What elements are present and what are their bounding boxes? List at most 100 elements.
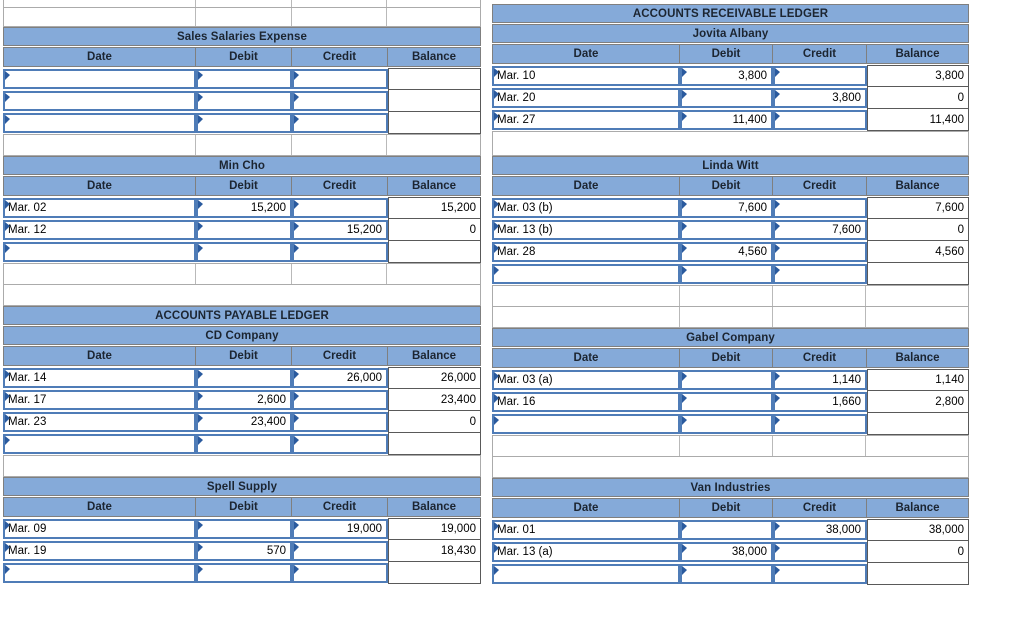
date-input-cell[interactable]: Mar. 13 (a): [492, 542, 680, 562]
credit-input-cell[interactable]: [292, 69, 388, 89]
debit-input-cell[interactable]: 2,600: [196, 390, 292, 410]
balance-value: 0: [957, 545, 964, 558]
date-input-cell[interactable]: Mar. 02: [3, 198, 196, 218]
ledger-row: [492, 413, 969, 435]
grid-cell: [493, 132, 680, 155]
credit-input-cell[interactable]: [773, 66, 867, 86]
debit-input-cell[interactable]: 7,600: [680, 198, 773, 218]
date-input-cell[interactable]: Mar. 16: [492, 392, 680, 412]
date-input-cell[interactable]: [3, 69, 196, 89]
date-input-cell[interactable]: Mar. 27: [492, 110, 680, 130]
credit-input-cell[interactable]: [292, 412, 388, 432]
debit-input-cell[interactable]: 11,400: [680, 110, 773, 130]
credit-input-cell[interactable]: [292, 198, 388, 218]
cell-flag-icon: [682, 222, 687, 231]
credit-input-cell[interactable]: 1,140: [773, 370, 867, 390]
cell-flag-icon: [494, 266, 499, 275]
grid-spacer-row: [492, 131, 969, 156]
date-input-cell[interactable]: Mar. 03 (a): [492, 370, 680, 390]
debit-input-cell[interactable]: 4,560: [680, 242, 773, 262]
date-input-cell[interactable]: Mar. 17: [3, 390, 196, 410]
balance-value: 38,000: [928, 524, 964, 536]
date-input-cell[interactable]: Mar. 12: [3, 220, 196, 240]
column-header-date: Date: [492, 44, 680, 64]
date-input-cell[interactable]: Mar. 09: [3, 519, 196, 539]
debit-input-cell[interactable]: [196, 434, 292, 454]
debit-input-cell[interactable]: [196, 368, 292, 388]
date-input-cell[interactable]: Mar. 10: [492, 66, 680, 86]
grid-cell: [387, 0, 480, 7]
date-input-cell[interactable]: [3, 91, 196, 111]
credit-input-cell[interactable]: [773, 414, 867, 434]
date-input-cell[interactable]: Mar. 28: [492, 242, 680, 262]
credit-input-cell[interactable]: [773, 264, 867, 284]
date-input-cell[interactable]: [492, 264, 680, 284]
credit-input-cell[interactable]: 38,000: [773, 520, 867, 540]
debit-input-cell[interactable]: [196, 519, 292, 539]
debit-input-cell[interactable]: [196, 242, 292, 262]
debit-value: 3,800: [738, 70, 767, 82]
debit-input-cell[interactable]: [680, 88, 773, 108]
credit-input-cell[interactable]: [292, 242, 388, 262]
date-input-cell[interactable]: [492, 564, 680, 584]
credit-input-cell[interactable]: [773, 564, 867, 584]
cell-flag-icon: [494, 200, 499, 209]
debit-input-cell[interactable]: [196, 563, 292, 583]
debit-value: 7,600: [738, 202, 767, 214]
debit-input-cell[interactable]: 38,000: [680, 542, 773, 562]
date-input-cell[interactable]: Mar. 19: [3, 541, 196, 561]
date-input-cell[interactable]: [3, 242, 196, 262]
date-input-cell[interactable]: [3, 434, 196, 454]
credit-input-cell[interactable]: [773, 242, 867, 262]
grid-cell: [387, 264, 480, 284]
debit-input-cell[interactable]: [680, 264, 773, 284]
balance-value: 3,800: [935, 70, 964, 82]
date-input-cell[interactable]: Mar. 23: [3, 412, 196, 432]
date-input-cell[interactable]: [3, 563, 196, 583]
credit-input-cell[interactable]: 1,660: [773, 392, 867, 412]
debit-input-cell[interactable]: 23,400: [196, 412, 292, 432]
credit-input-cell[interactable]: [292, 434, 388, 454]
debit-input-cell[interactable]: [680, 370, 773, 390]
debit-input-cell[interactable]: [680, 564, 773, 584]
balance-cell: 3,800: [867, 65, 969, 87]
credit-input-cell[interactable]: [292, 563, 388, 583]
date-input-cell[interactable]: Mar. 14: [3, 368, 196, 388]
credit-input-cell[interactable]: [773, 198, 867, 218]
debit-input-cell[interactable]: 15,200: [196, 198, 292, 218]
credit-input-cell[interactable]: 15,200: [292, 220, 388, 240]
cell-flag-icon: [682, 522, 687, 531]
debit-input-cell[interactable]: [680, 414, 773, 434]
credit-input-cell[interactable]: [292, 541, 388, 561]
debit-input-cell[interactable]: [680, 220, 773, 240]
date-input-cell[interactable]: Mar. 13 (b): [492, 220, 680, 240]
credit-input-cell[interactable]: [292, 91, 388, 111]
debit-input-cell[interactable]: 570: [196, 541, 292, 561]
credit-input-cell[interactable]: 19,000: [292, 519, 388, 539]
grid-cell: [196, 285, 292, 305]
cell-flag-icon: [682, 544, 687, 553]
debit-input-cell[interactable]: [680, 520, 773, 540]
credit-input-cell[interactable]: [292, 113, 388, 133]
debit-input-cell[interactable]: [196, 113, 292, 133]
cell-flag-icon: [5, 565, 10, 574]
cell-flag-icon: [294, 71, 299, 80]
date-input-cell[interactable]: [492, 414, 680, 434]
date-input-cell[interactable]: [3, 113, 196, 133]
credit-input-cell[interactable]: [773, 542, 867, 562]
credit-input-cell[interactable]: 26,000: [292, 368, 388, 388]
date-input-cell[interactable]: Mar. 01: [492, 520, 680, 540]
credit-input-cell[interactable]: [773, 110, 867, 130]
debit-input-cell[interactable]: [680, 392, 773, 412]
debit-input-cell[interactable]: [196, 69, 292, 89]
column-header-credit: Credit: [773, 348, 867, 368]
debit-input-cell[interactable]: [196, 91, 292, 111]
credit-input-cell[interactable]: 3,800: [773, 88, 867, 108]
credit-input-cell[interactable]: [292, 390, 388, 410]
date-input-cell[interactable]: Mar. 20: [492, 88, 680, 108]
debit-input-cell[interactable]: 3,800: [680, 66, 773, 86]
credit-input-cell[interactable]: 7,600: [773, 220, 867, 240]
grid-spacer-row: [492, 456, 969, 478]
debit-input-cell[interactable]: [196, 220, 292, 240]
date-input-cell[interactable]: Mar. 03 (b): [492, 198, 680, 218]
